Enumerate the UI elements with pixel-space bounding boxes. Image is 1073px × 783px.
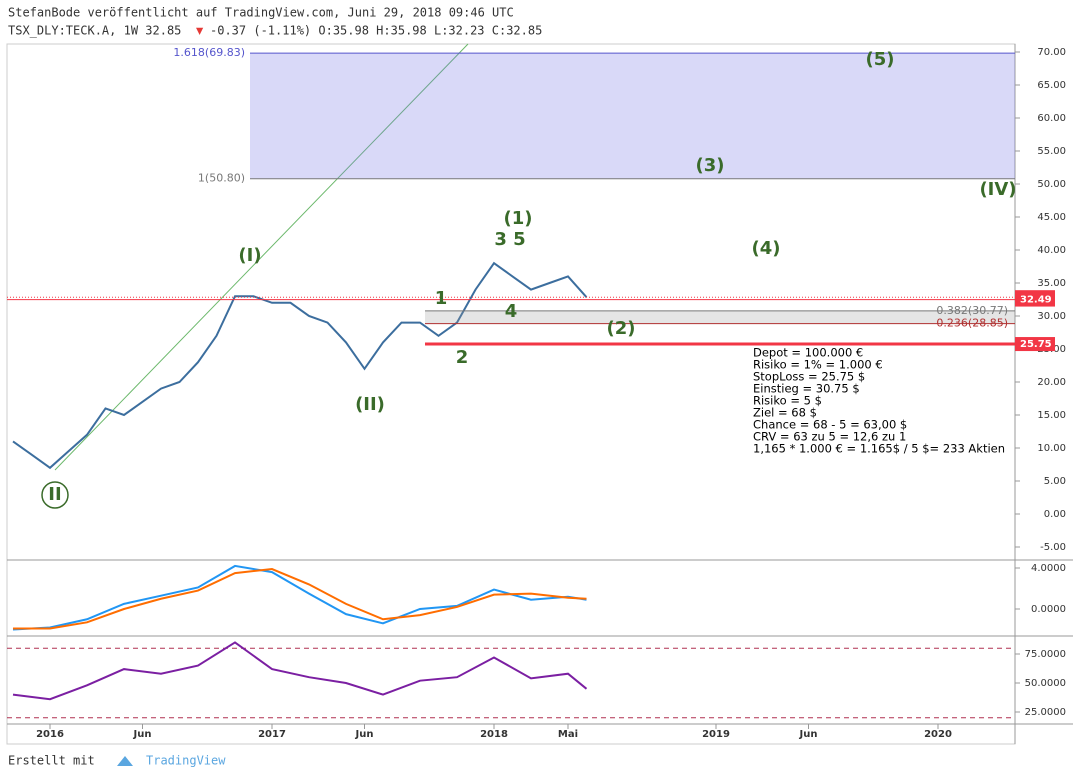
wave-label: (1) [504, 208, 533, 229]
info-line: Chance = 68 - 5 = 63,00 $ [753, 418, 907, 432]
y-tick-label: 5.00 [1044, 476, 1066, 487]
series-line [12, 261, 588, 470]
time-label: Jun [799, 729, 818, 740]
fib-label: 1(50.80) [198, 172, 245, 185]
series-line [12, 641, 588, 701]
trend-line [54, 43, 469, 471]
time-label: 2017 [258, 729, 286, 740]
info-line: Depot = 100.000 € [753, 346, 863, 360]
wave-label: II [48, 484, 61, 505]
price-tag [1015, 292, 1055, 307]
y-tick-label: -5.00 [1040, 542, 1066, 553]
wave-circle [41, 481, 69, 509]
y-tick-label: 50.00 [1037, 179, 1066, 190]
wave-label: (5) [866, 49, 895, 70]
time-label: 2019 [702, 729, 730, 740]
wave-label: (2) [607, 318, 636, 339]
wave-label: 4 [505, 301, 518, 322]
info-line: Einstieg = 30.75 $ [753, 382, 860, 396]
fib-label: 0.382(30.77) [936, 304, 1008, 317]
y-tick-label: 10.00 [1037, 443, 1066, 454]
wave-label: (4) [752, 238, 781, 259]
info-line: Risiko = 5 $ [753, 394, 822, 408]
tv-logo [117, 756, 133, 766]
time-label: Mai [558, 729, 578, 740]
info-line: Risiko = 1% = 1.000 € [753, 358, 883, 372]
series-line [12, 564, 587, 631]
series-line [13, 568, 587, 630]
time-label: 2016 [36, 729, 64, 740]
wave-label: 2 [456, 347, 469, 368]
info-line: StopLoss = 25.75 $ [753, 370, 865, 384]
info-line: 1,165 * 1.000 € = 1.165$ / 5 $= 233 Akti… [753, 442, 1005, 456]
time-label: Jun [355, 729, 374, 740]
y-tick-label: 30.00 [1037, 311, 1066, 322]
info-line: CRV = 63 zu 5 = 12,6 zu 1 [753, 430, 906, 444]
wave-label: (3) [696, 155, 725, 176]
y-tick-label: 45.00 [1037, 212, 1066, 223]
fib-zone [425, 310, 1015, 324]
wave-label: (II) [355, 394, 385, 415]
wave-label: 3 5 [494, 229, 525, 250]
y-tick-label: 20.00 [1037, 377, 1066, 388]
y-tick-label: 50.0000 [1025, 678, 1066, 689]
y-tick-label: 4.0000 [1031, 563, 1066, 574]
author-line: StefanBode veröffentlicht auf TradingVie… [8, 6, 514, 20]
y-tick-label: 25.0000 [1025, 707, 1066, 718]
wave-label: (IV) [979, 179, 1016, 200]
time-label: 2020 [924, 729, 952, 740]
y-tick-label: 65.00 [1037, 80, 1066, 91]
chart-frame [6, 43, 1016, 745]
time-label: 2018 [480, 729, 508, 740]
y-tick-label: 70.00 [1037, 47, 1066, 58]
made-with: Erstellt mit [8, 754, 95, 768]
y-tick-label: 75.0000 [1025, 649, 1066, 660]
fib-zone [250, 53, 1015, 179]
y-tick-label: 40.00 [1037, 245, 1066, 256]
y-tick-label: 15.00 [1037, 410, 1066, 421]
fib-label: 0.236(28.85) [936, 317, 1008, 330]
price-tag-label: 32.49 [1020, 295, 1052, 306]
y-tick-label: 60.00 [1037, 113, 1066, 124]
fib-label: 1.618(69.83) [173, 46, 245, 59]
time-label: Jun [133, 729, 152, 740]
y-tick-label: 0.00 [1044, 509, 1066, 520]
price-tag-label: 25.75 [1020, 339, 1052, 350]
wave-label: 1 [435, 288, 448, 309]
change-arrow: ▼ [196, 24, 204, 38]
info-line: Ziel = 68 $ [753, 406, 817, 420]
wave-label: (I) [238, 245, 261, 266]
price-tag [1015, 337, 1055, 352]
brand: TradingView [146, 754, 226, 768]
change: -0.37 (-1.11%) O:35.98 H:35.98 L:32.23 C… [210, 24, 542, 38]
y-tick-label: 0.0000 [1031, 604, 1066, 615]
symbol: TSX_DLY:TECK.A, 1W 32.85 [8, 24, 181, 38]
y-tick-label: 55.00 [1037, 146, 1066, 157]
y-tick-label: 35.00 [1037, 278, 1066, 289]
